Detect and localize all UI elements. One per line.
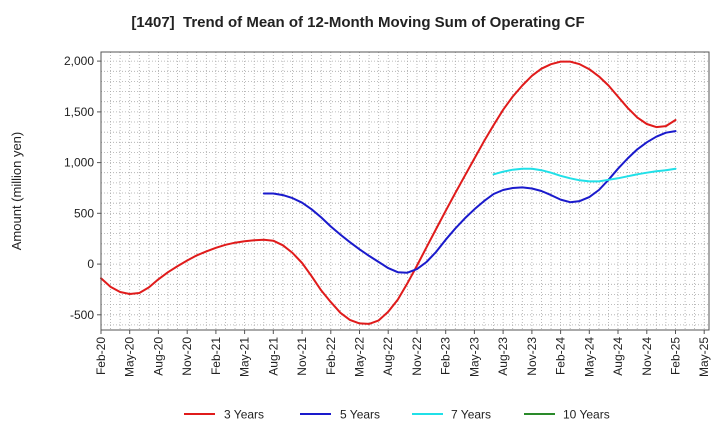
series-layer	[100, 60, 677, 325]
series-line-5-years	[262, 130, 677, 274]
x-tick-label: May-24	[582, 337, 596, 377]
y-tick-label: -500	[70, 308, 94, 322]
legend-label-10-years: 10 Years	[563, 408, 610, 422]
x-axis: Feb-20 May-20 Aug-20 Nov-20 Feb-21 May-21 Aug-…	[94, 330, 711, 377]
x-tick-label: Nov-23	[525, 337, 539, 376]
x-tick-label: May-25	[697, 337, 711, 377]
legend-label-3-years: 3 Years	[224, 408, 264, 422]
chart-title: [1407] Trend of Mean of 12-Month Moving …	[131, 14, 584, 31]
series-line-3-years	[100, 60, 677, 325]
legend-item-3-years: 3 Years	[184, 408, 264, 422]
x-tick-label: May-20	[123, 337, 137, 377]
x-tick-label: Aug-24	[611, 337, 625, 376]
legend: 3 Years 5 Years 7 Years 10 Years	[184, 408, 610, 422]
x-tick-label: Nov-21	[295, 337, 309, 376]
x-tick-label: Feb-22	[324, 337, 338, 375]
y-tick-label: 500	[74, 206, 94, 220]
y-tick-label: 1,500	[64, 105, 94, 119]
x-tick-label: May-21	[238, 337, 252, 377]
x-tick-label: Feb-21	[209, 337, 223, 375]
x-tick-label: Feb-23	[439, 337, 453, 375]
plot-frame	[100, 51, 710, 331]
legend-item-10-years: 10 Years	[524, 408, 610, 422]
x-tick-label: Feb-20	[94, 337, 108, 375]
y-tick-label: 2,000	[64, 54, 94, 68]
legend-label-5-years: 5 Years	[340, 408, 380, 422]
y-tick-label: 0	[87, 257, 94, 271]
x-tick-label: Aug-20	[151, 337, 165, 376]
legend-item-5-years: 5 Years	[300, 408, 380, 422]
y-tick-label: 1,000	[64, 156, 94, 170]
x-tick-label: May-23	[467, 337, 481, 377]
x-tick-label: Feb-24	[554, 337, 568, 375]
y-axis: -500 0 500 1,000 1,500 2,000	[64, 54, 101, 322]
x-tick-label: Aug-21	[266, 337, 280, 376]
x-tick-label: Aug-22	[381, 337, 395, 376]
y-axis-label: Amount (million yen)	[9, 132, 24, 251]
x-tick-label: Nov-24	[640, 337, 654, 376]
x-tick-label: Aug-23	[496, 337, 510, 376]
x-tick-label: Feb-25	[669, 337, 683, 375]
series-line-7-years	[492, 167, 677, 183]
legend-item-7-years: 7 Years	[412, 408, 491, 422]
x-tick-label: Nov-22	[410, 337, 424, 376]
x-tick-label: May-22	[353, 337, 367, 377]
x-tick-label: Nov-20	[180, 337, 194, 376]
legend-label-7-years: 7 Years	[451, 408, 491, 422]
